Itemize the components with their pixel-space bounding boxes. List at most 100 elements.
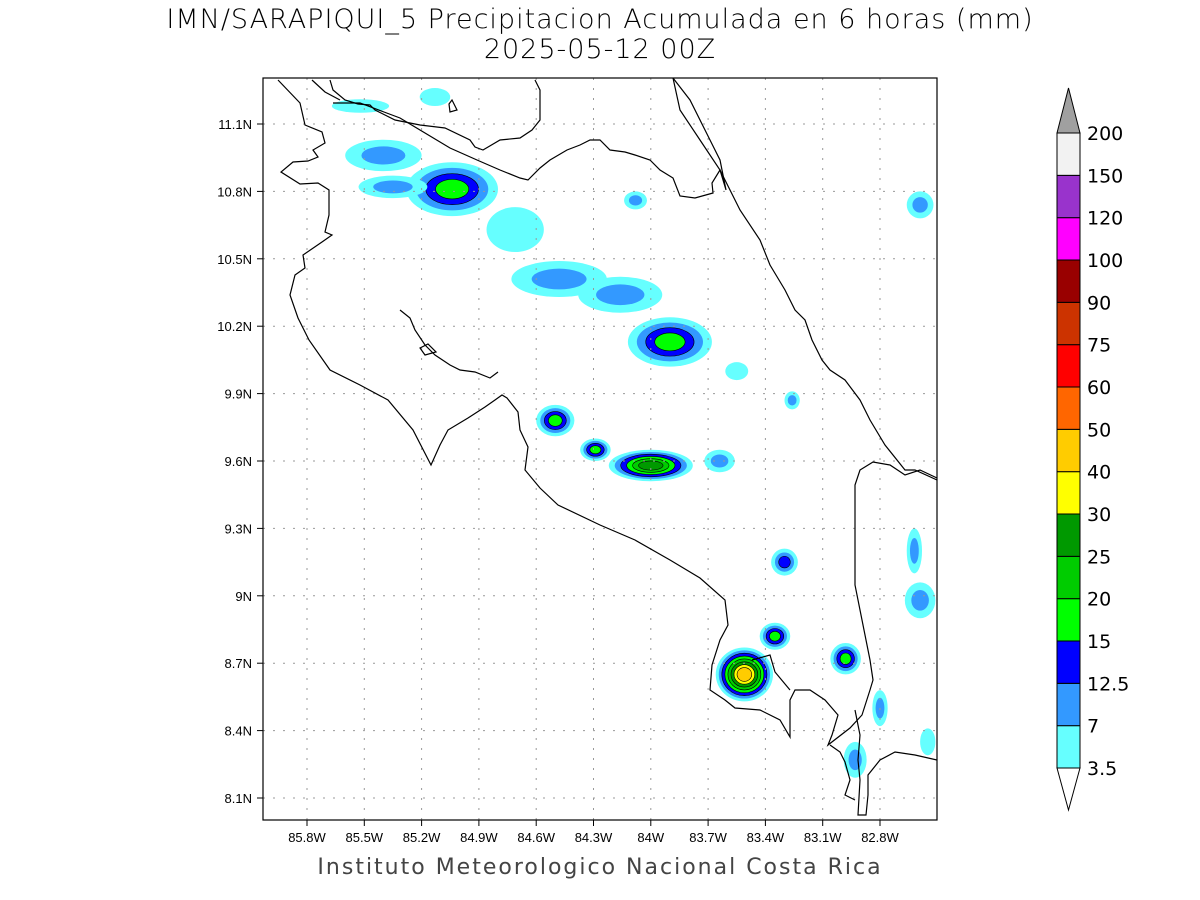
precip-cell	[536, 404, 575, 437]
precip-contour-3	[654, 332, 686, 352]
precip-cell	[358, 175, 428, 199]
precip-contour-3	[839, 652, 852, 665]
colorbar-label: 3.5	[1087, 758, 1117, 780]
colorbar-swatch	[1056, 725, 1081, 769]
x-tick-label: 82.8W	[861, 830, 899, 845]
coastlines	[277, 78, 937, 816]
precip-contour-7	[736, 667, 753, 682]
colorbar-label: 90	[1087, 292, 1111, 314]
colorbar-swatch	[1056, 301, 1081, 346]
y-tick-label: 10.5N	[217, 252, 252, 267]
colorbar-label: 50	[1087, 419, 1111, 441]
precip-cell	[843, 741, 867, 778]
latitude-axis: 11.1N 10.8N 10.5N 10.2N 9.9N 9.6N 9.3N 9N 8.7N 8.…	[217, 117, 263, 806]
precip-contour-1	[911, 589, 929, 611]
longitude-axis: 85.8W 85.5W 85.2W 84.9W 84.6W 84.3W 84W 83.7W 83…	[288, 820, 900, 845]
precip-contour-1	[361, 146, 406, 165]
x-tick-label: 85.2W	[403, 830, 441, 845]
x-tick-label: 83.7W	[689, 830, 727, 845]
precip-cell	[920, 728, 936, 756]
precip-cell	[725, 362, 749, 381]
precip-contour-1	[912, 197, 928, 213]
colorbar-label: 15	[1087, 631, 1111, 653]
map-subtitle: 2025-05-12 00Z	[483, 34, 717, 65]
map-frame	[262, 77, 938, 821]
gridlines	[263, 78, 937, 820]
y-tick-label: 8.1N	[225, 791, 252, 806]
colorbar-label: 25	[1087, 546, 1111, 568]
precip-cell	[759, 622, 791, 650]
precip-cell	[715, 647, 774, 702]
precip-contour-0	[725, 362, 749, 381]
y-tick-label: 9N	[235, 589, 252, 604]
y-tick-label: 11.1N	[218, 117, 252, 132]
colorbar-swatch	[1056, 132, 1081, 176]
y-tick-label: 8.7N	[225, 656, 252, 671]
precip-cell	[608, 449, 693, 482]
precip-cell	[580, 438, 611, 461]
precip-cell	[627, 317, 712, 367]
precip-contour-3	[769, 631, 781, 642]
y-tick-label: 9.9N	[225, 387, 252, 402]
precip-contour-3	[435, 179, 470, 200]
colorbar-swatch	[1056, 471, 1081, 515]
colorbar-label: 40	[1087, 462, 1111, 484]
colorbar-label: 200	[1087, 123, 1123, 145]
x-tick-label: 83.1W	[804, 830, 842, 845]
colorbar-swatch	[1056, 428, 1081, 473]
colorbar-swatch	[1056, 217, 1081, 261]
colorbar-label: 12.5	[1087, 673, 1129, 695]
precip-layer	[331, 88, 936, 778]
x-tick-label: 84.3W	[575, 830, 613, 845]
colorbar-swatch	[1056, 344, 1081, 388]
colorbar-label: 75	[1087, 335, 1111, 357]
colorbar-under-arrow	[1056, 767, 1081, 812]
precip-contour-1	[596, 284, 645, 306]
colorbar-label: 30	[1087, 504, 1111, 526]
precip-cell	[578, 276, 663, 313]
colorbar-label: 20	[1087, 589, 1111, 611]
precip-contour-1	[373, 180, 413, 194]
y-tick-label: 8.4N	[225, 724, 252, 739]
colorbar-swatch	[1056, 386, 1081, 430]
precip-contour-3	[548, 414, 563, 427]
y-tick-label: 10.2N	[217, 319, 252, 334]
precip-contour-0	[920, 728, 936, 756]
precip-contour-1	[628, 195, 643, 206]
map-title: IMN/SARAPIQUI_5 Precipitacion Acumulada …	[166, 4, 1034, 35]
precip-contour-3	[589, 445, 602, 455]
x-tick-label: 84.6W	[517, 830, 555, 845]
precip-contour-2	[778, 555, 791, 569]
colorbar-swatch	[1056, 174, 1081, 219]
colorbar-label: 150	[1087, 165, 1123, 187]
x-tick-label: 85.8W	[288, 830, 326, 845]
precip-contour-0	[419, 88, 451, 107]
precip-contour-5	[638, 460, 664, 471]
x-tick-label: 84.9W	[460, 830, 498, 845]
colorbar-swatch	[1056, 555, 1081, 600]
precip-contour-1	[710, 454, 729, 468]
precip-contour-1	[909, 537, 919, 564]
precip-cell	[906, 191, 934, 219]
colorbar-label: 100	[1087, 250, 1123, 272]
precip-cell	[704, 449, 735, 473]
precip-contour-1	[531, 268, 587, 290]
colorbar-swatch	[1056, 259, 1081, 303]
y-tick-label: 9.3N	[225, 521, 252, 536]
precip-cell	[486, 207, 544, 253]
colorbar-label: 60	[1087, 377, 1111, 399]
colorbar-swatch	[1056, 682, 1081, 727]
precip-cell	[904, 582, 936, 619]
precip-cell	[624, 191, 647, 210]
colorbar-over-arrow	[1056, 87, 1081, 134]
precip-contour-0	[486, 207, 544, 253]
precip-contour-1	[787, 395, 797, 406]
precip-contour-1	[848, 749, 862, 771]
colorbar-legend: 3.5 7 12.5 15 20 25 30 40 50 60 75 90 100 120 150 200	[1056, 87, 1129, 812]
colorbar-swatch	[1056, 598, 1081, 642]
precip-cell	[784, 391, 800, 410]
precip-cell	[830, 642, 861, 675]
footer-credit: Instituto Meteorologico Nacional Costa R…	[317, 855, 883, 880]
precip-cell	[771, 548, 798, 576]
